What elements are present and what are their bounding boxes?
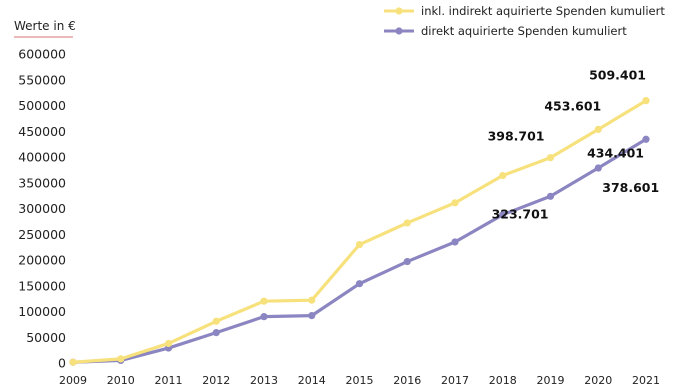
x-tick-label: 2012	[202, 374, 230, 387]
data-point	[642, 135, 650, 143]
legend-swatch-marker	[395, 7, 403, 15]
x-tick-label: 2019	[537, 374, 565, 387]
data-point	[594, 164, 602, 172]
x-tick-label: 2013	[250, 374, 278, 387]
legend-label: direkt aquirierte Spenden kumuliert	[421, 24, 627, 38]
data-value-label: 398.701	[488, 129, 545, 144]
y-tick-label: 500000	[18, 98, 66, 113]
x-axis: 2009 2010 2011 2012 2013 2014 2015 2016 2017 2018…	[59, 374, 660, 387]
y-tick-label: 50000	[26, 330, 66, 345]
plot-area	[69, 97, 650, 366]
x-tick-label: 2016	[393, 374, 421, 387]
data-value-label: 323.701	[492, 206, 549, 221]
y-tick-label: 450000	[18, 124, 66, 139]
x-tick-label: 2021	[632, 374, 660, 387]
data-value-label: 509.401	[589, 68, 646, 83]
x-tick-label: 2014	[298, 374, 326, 387]
data-point	[451, 238, 459, 246]
data-point	[499, 211, 507, 219]
y-tick-label: 200000	[18, 253, 66, 268]
y-tick-label: 550000	[18, 72, 66, 87]
data-point	[355, 280, 364, 288]
legend-label: inkl. indirekt aquirierte Spenden kumuli…	[421, 4, 665, 18]
data-point	[164, 339, 173, 348]
y-axis: 0 50000 100000 150000 200000 250000 300000 3500…	[18, 47, 66, 371]
y-tick-label: 350000	[18, 175, 66, 190]
x-tick-label: 2015	[346, 374, 374, 387]
x-tick-label: 2010	[107, 374, 135, 387]
data-point	[260, 297, 268, 305]
y-tick-label: 300000	[18, 201, 66, 216]
data-point	[594, 125, 602, 133]
data-point	[499, 171, 507, 180]
x-tick-label: 2009	[59, 374, 87, 387]
data-point	[69, 358, 77, 366]
y-tick-label: 100000	[18, 304, 66, 319]
data-value-label: 453.601	[544, 98, 601, 113]
y-tick-label: 150000	[18, 278, 66, 293]
x-tick-label: 2020	[584, 374, 612, 387]
data-point	[403, 257, 411, 266]
x-tick-label: 2017	[441, 374, 469, 387]
legend-swatch-marker	[395, 27, 403, 35]
x-tick-label: 2018	[489, 374, 517, 387]
data-point	[451, 199, 459, 207]
data-point	[546, 192, 555, 200]
data-point	[212, 329, 220, 337]
data-point	[546, 154, 555, 162]
data-point	[308, 312, 316, 320]
y-tick-label: 0	[58, 356, 66, 371]
data-point	[355, 240, 364, 249]
data-point	[642, 97, 650, 105]
series-line	[71, 137, 648, 364]
data-value-label: 434.401	[587, 145, 644, 160]
data-value-label: 378.601	[602, 180, 659, 195]
x-tick-label: 2011	[155, 374, 183, 387]
data-point	[212, 317, 220, 325]
data-point	[308, 296, 316, 304]
data-point	[260, 313, 268, 321]
series-line	[71, 99, 648, 364]
data-point	[403, 219, 411, 227]
data-point	[117, 355, 125, 363]
y-tick-label: 400000	[18, 150, 66, 165]
data-labels: 398.701 453.601 509.401 323.701 378.601 434.4…	[488, 68, 660, 222]
y-axis-title: Werte in €	[14, 19, 76, 33]
legend: inkl. indirekt aquirierte Spenden kumuli…	[384, 4, 665, 38]
y-tick-label: 600000	[18, 47, 66, 62]
y-tick-label: 250000	[18, 227, 66, 242]
